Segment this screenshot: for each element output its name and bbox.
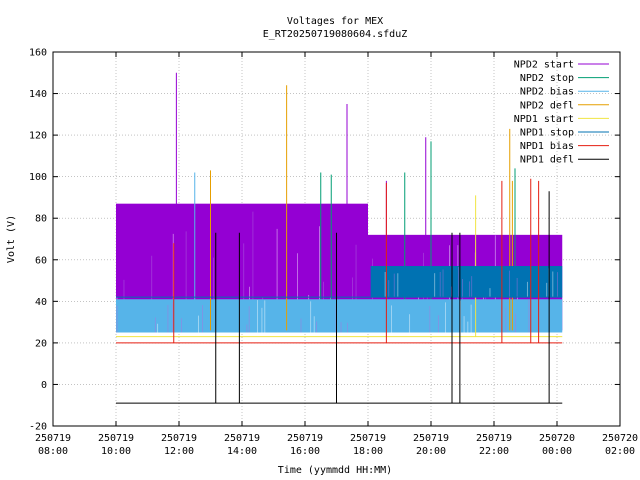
x-tick-label: 20:00 — [416, 446, 446, 457]
y-axis: -20 0 20 40 60 80 100 120 140 160 — [29, 48, 620, 433]
x-tick-label: 250719 — [413, 433, 449, 444]
series-band — [370, 266, 563, 298]
legend-label: NPD2 start — [514, 60, 574, 71]
x-tick-label: 250720 — [602, 433, 638, 444]
x-tick-label: 250719 — [98, 433, 134, 444]
y-tick-label: 20 — [35, 338, 47, 349]
chart-subtitle: E_RT20250719080604.sfduZ — [263, 29, 408, 40]
legend-label: NPD2 stop — [520, 73, 574, 84]
legend-label: NPD1 bias — [520, 141, 574, 152]
legend-label: NPD1 defl — [520, 155, 574, 166]
x-tick-label: 22:00 — [479, 446, 509, 457]
x-tick-label: 250719 — [224, 433, 260, 444]
y-tick-label: 100 — [29, 172, 47, 183]
series-npd1-defl — [116, 191, 563, 404]
series-npd2-bias — [116, 172, 563, 333]
plot-area — [116, 72, 563, 404]
y-tick-label: 160 — [29, 48, 47, 59]
legend: NPD2 start NPD2 stop NPD2 bias NPD2 defl NPD… — [514, 60, 609, 166]
chart-title: Voltages for MEX — [287, 16, 383, 27]
y-tick-label: 40 — [35, 297, 47, 308]
y-tick-label: 80 — [35, 214, 47, 225]
x-tick-label: 250719 — [35, 433, 71, 444]
plot-frame — [52, 51, 621, 427]
x-axis-label: Time (yymmdd HH:MM) — [278, 465, 392, 476]
legend-label: NPD1 start — [514, 114, 574, 125]
series-npd1-bias — [116, 178, 563, 344]
x-tick-label: 18:00 — [353, 446, 383, 457]
y-tick-label: -20 — [29, 422, 47, 433]
y-tick-label: 60 — [35, 255, 47, 266]
x-tick-label: 250719 — [287, 433, 323, 444]
x-tick-label: 08:00 — [38, 446, 68, 457]
x-tick-label: 250719 — [476, 433, 512, 444]
y-tick-label: 120 — [29, 131, 47, 142]
x-tick-label: 250719 — [350, 433, 386, 444]
x-tick-label: 16:00 — [290, 446, 320, 457]
legend-label: NPD2 defl — [520, 100, 574, 111]
series-band — [116, 299, 563, 333]
y-tick-label: 140 — [29, 89, 47, 100]
x-tick-label: 250720 — [539, 433, 575, 444]
x-tick-label: 250719 — [161, 433, 197, 444]
x-tick-label: 10:00 — [101, 446, 131, 457]
x-axis: 250719 08:00 250719 10:00 250719 12:00 250719 1… — [35, 52, 638, 457]
x-tick-label: 00:00 — [542, 446, 572, 457]
x-tick-label: 12:00 — [164, 446, 194, 457]
legend-label: NPD1 stop — [520, 128, 574, 139]
x-tick-label: 02:00 — [605, 446, 635, 457]
y-axis-label: Volt (V) — [6, 215, 17, 263]
legend-label: NPD2 bias — [520, 87, 574, 98]
y-tick-label: 0 — [41, 380, 47, 391]
x-tick-label: 14:00 — [227, 446, 257, 457]
